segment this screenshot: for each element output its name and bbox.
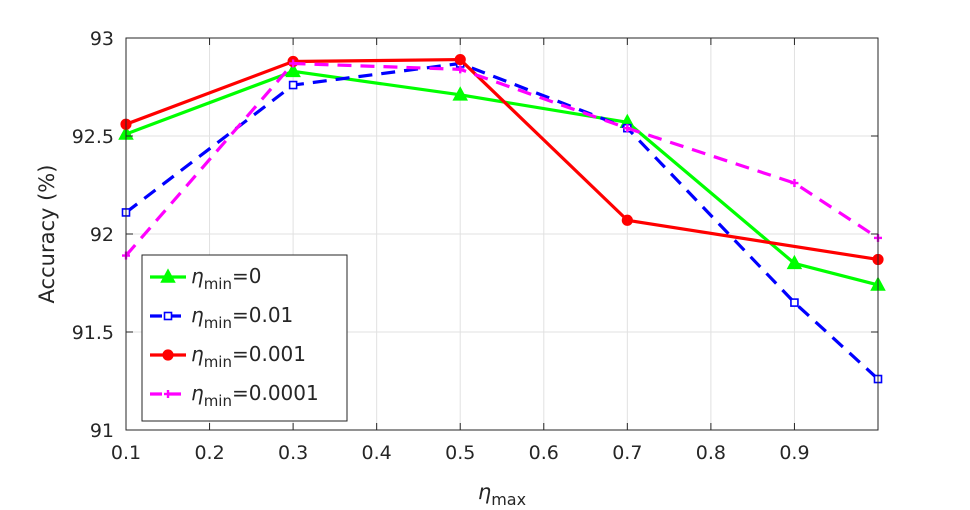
y-tick-label: 91 xyxy=(90,420,114,442)
x-tick-label: 0.9 xyxy=(779,442,809,464)
series-line xyxy=(125,61,880,381)
data-point-triangle xyxy=(285,62,301,78)
legend-entry-0: ηmin=0 xyxy=(150,264,261,293)
axes: 0.1 0.2 0.3 0.4 0.5 0.6 0.7 0.8 0.9 91 91.5 92 92.5 9… xyxy=(35,28,879,509)
series-line xyxy=(124,61,879,257)
y-tick-label: 92.5 xyxy=(72,126,114,148)
data-point-circle xyxy=(162,349,174,361)
legend-entry-2: ηmin=0.001 xyxy=(150,342,306,371)
data-point-triangle xyxy=(786,254,803,270)
x-tick-label: 0.4 xyxy=(362,442,392,464)
legend-label: ηmin=0.0001 xyxy=(191,381,319,410)
data-point-plus xyxy=(790,179,799,188)
y-tick-label: 91.5 xyxy=(72,322,114,344)
legend-label: ηmin=0 xyxy=(191,264,261,293)
data-point-circle xyxy=(621,214,633,226)
series-layer xyxy=(118,53,886,384)
data-point-plus xyxy=(164,390,172,398)
legend-label: ηmin=0.01 xyxy=(191,303,293,332)
x-axis-label: ηmax xyxy=(478,480,526,509)
x-tick-label: 0.5 xyxy=(445,442,475,464)
x-tick-label: 0.3 xyxy=(278,442,308,464)
series-line xyxy=(125,69,879,287)
y-tick-label: 92 xyxy=(90,224,114,246)
data-point-square xyxy=(288,80,298,90)
data-point-triangle xyxy=(160,268,176,283)
data-point-plus xyxy=(456,65,465,74)
y-tick-label: 93 xyxy=(90,28,114,50)
x-tick-label: 0.8 xyxy=(696,442,726,464)
y-axis-label: Accuracy (%) xyxy=(35,165,59,304)
legend-entry-3: ηmin=0.0001 xyxy=(150,381,319,410)
data-point-plus xyxy=(623,124,632,133)
data-point-square xyxy=(790,298,799,307)
data-point-circle xyxy=(454,53,466,66)
legend: ηmin=0 ηmin=0.01 ηmin=0.001 ηmin=0.0001 xyxy=(141,254,348,422)
data-point-triangle xyxy=(452,86,468,101)
x-tick-label: 0.6 xyxy=(529,442,559,464)
legend-entry-1: ηmin=0.01 xyxy=(150,303,293,332)
data-point-plus xyxy=(289,59,298,68)
legend-label: ηmin=0.001 xyxy=(191,342,306,371)
x-tick-label: 0.7 xyxy=(612,442,642,464)
data-point-square xyxy=(163,311,173,321)
x-tick-label: 0.1 xyxy=(111,442,141,464)
x-tick-label: 0.2 xyxy=(194,442,224,464)
